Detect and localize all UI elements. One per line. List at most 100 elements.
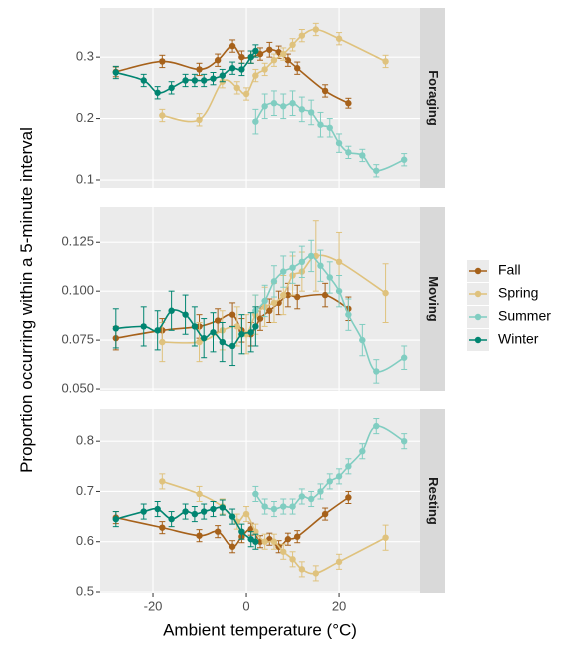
point <box>317 121 324 128</box>
point <box>252 528 259 535</box>
point <box>312 26 320 33</box>
point <box>382 58 389 65</box>
point <box>317 488 324 495</box>
point <box>252 72 259 79</box>
point <box>307 252 315 260</box>
point <box>196 532 203 539</box>
point <box>210 329 217 336</box>
point <box>335 139 343 147</box>
point <box>228 65 236 72</box>
point <box>196 66 203 73</box>
point <box>284 57 292 64</box>
point <box>298 32 306 39</box>
point <box>289 100 296 107</box>
point <box>270 299 278 307</box>
point <box>382 534 389 541</box>
point <box>298 493 306 500</box>
point <box>284 291 292 299</box>
point <box>266 46 273 53</box>
point <box>228 513 236 520</box>
y-tick-label: 0.075 <box>61 332 94 347</box>
point <box>140 77 147 84</box>
point <box>261 66 268 73</box>
strip-background <box>420 8 445 188</box>
point <box>214 317 222 324</box>
point <box>280 291 287 299</box>
point <box>252 47 259 55</box>
point <box>154 505 161 513</box>
point <box>233 84 240 92</box>
point <box>242 510 250 518</box>
point <box>400 156 408 163</box>
point <box>182 77 189 84</box>
point <box>400 437 408 445</box>
point <box>219 72 226 79</box>
point <box>214 528 222 535</box>
point <box>261 538 268 545</box>
point <box>345 311 352 318</box>
point <box>200 334 208 342</box>
point <box>191 510 199 518</box>
point <box>261 503 268 510</box>
point <box>294 65 301 72</box>
point <box>182 508 189 515</box>
legend-point <box>474 290 482 298</box>
point <box>159 478 166 485</box>
point <box>335 35 343 42</box>
y-tick-label: 0.5 <box>76 583 94 598</box>
y-tick-label: 0.3 <box>76 49 94 64</box>
point <box>345 100 352 107</box>
point <box>159 112 166 119</box>
point <box>359 336 366 344</box>
point <box>261 103 268 110</box>
point <box>247 53 254 61</box>
legend-label: Winter <box>498 331 539 347</box>
point <box>298 566 306 573</box>
x-tick-label: 0 <box>242 598 249 613</box>
point <box>182 311 189 318</box>
point <box>280 103 287 110</box>
point <box>266 307 273 314</box>
point <box>196 338 203 346</box>
strip-label: Resting <box>426 477 441 525</box>
point <box>261 297 268 305</box>
point <box>298 258 306 266</box>
point <box>238 66 245 73</box>
point <box>280 548 287 555</box>
legend-point <box>474 313 482 321</box>
legend-label: Summer <box>498 308 551 324</box>
point <box>228 42 236 50</box>
point <box>326 274 333 281</box>
point <box>196 490 203 498</box>
point <box>307 495 315 503</box>
point <box>252 538 259 545</box>
point <box>289 503 296 510</box>
point <box>228 543 236 550</box>
point <box>326 124 333 131</box>
point <box>154 327 161 334</box>
point <box>335 258 343 266</box>
point <box>219 504 226 511</box>
point <box>210 505 217 513</box>
point <box>191 77 199 84</box>
panel-background <box>100 8 420 188</box>
y-axis-title: Proportion occurring within a 5-minute i… <box>17 127 36 473</box>
point <box>321 87 329 95</box>
point <box>270 100 278 107</box>
y-tick-label: 0.100 <box>61 283 94 298</box>
point <box>252 323 259 330</box>
point <box>112 69 120 76</box>
point <box>294 293 301 301</box>
point <box>228 311 236 318</box>
point <box>112 325 120 332</box>
legend-label: Spring <box>498 285 538 301</box>
point <box>238 331 245 338</box>
point <box>373 167 380 174</box>
strip-label: Moving <box>426 276 441 322</box>
legend-point <box>474 336 482 344</box>
point <box>335 287 343 295</box>
point <box>196 116 203 124</box>
point <box>140 508 147 515</box>
point <box>256 50 264 58</box>
